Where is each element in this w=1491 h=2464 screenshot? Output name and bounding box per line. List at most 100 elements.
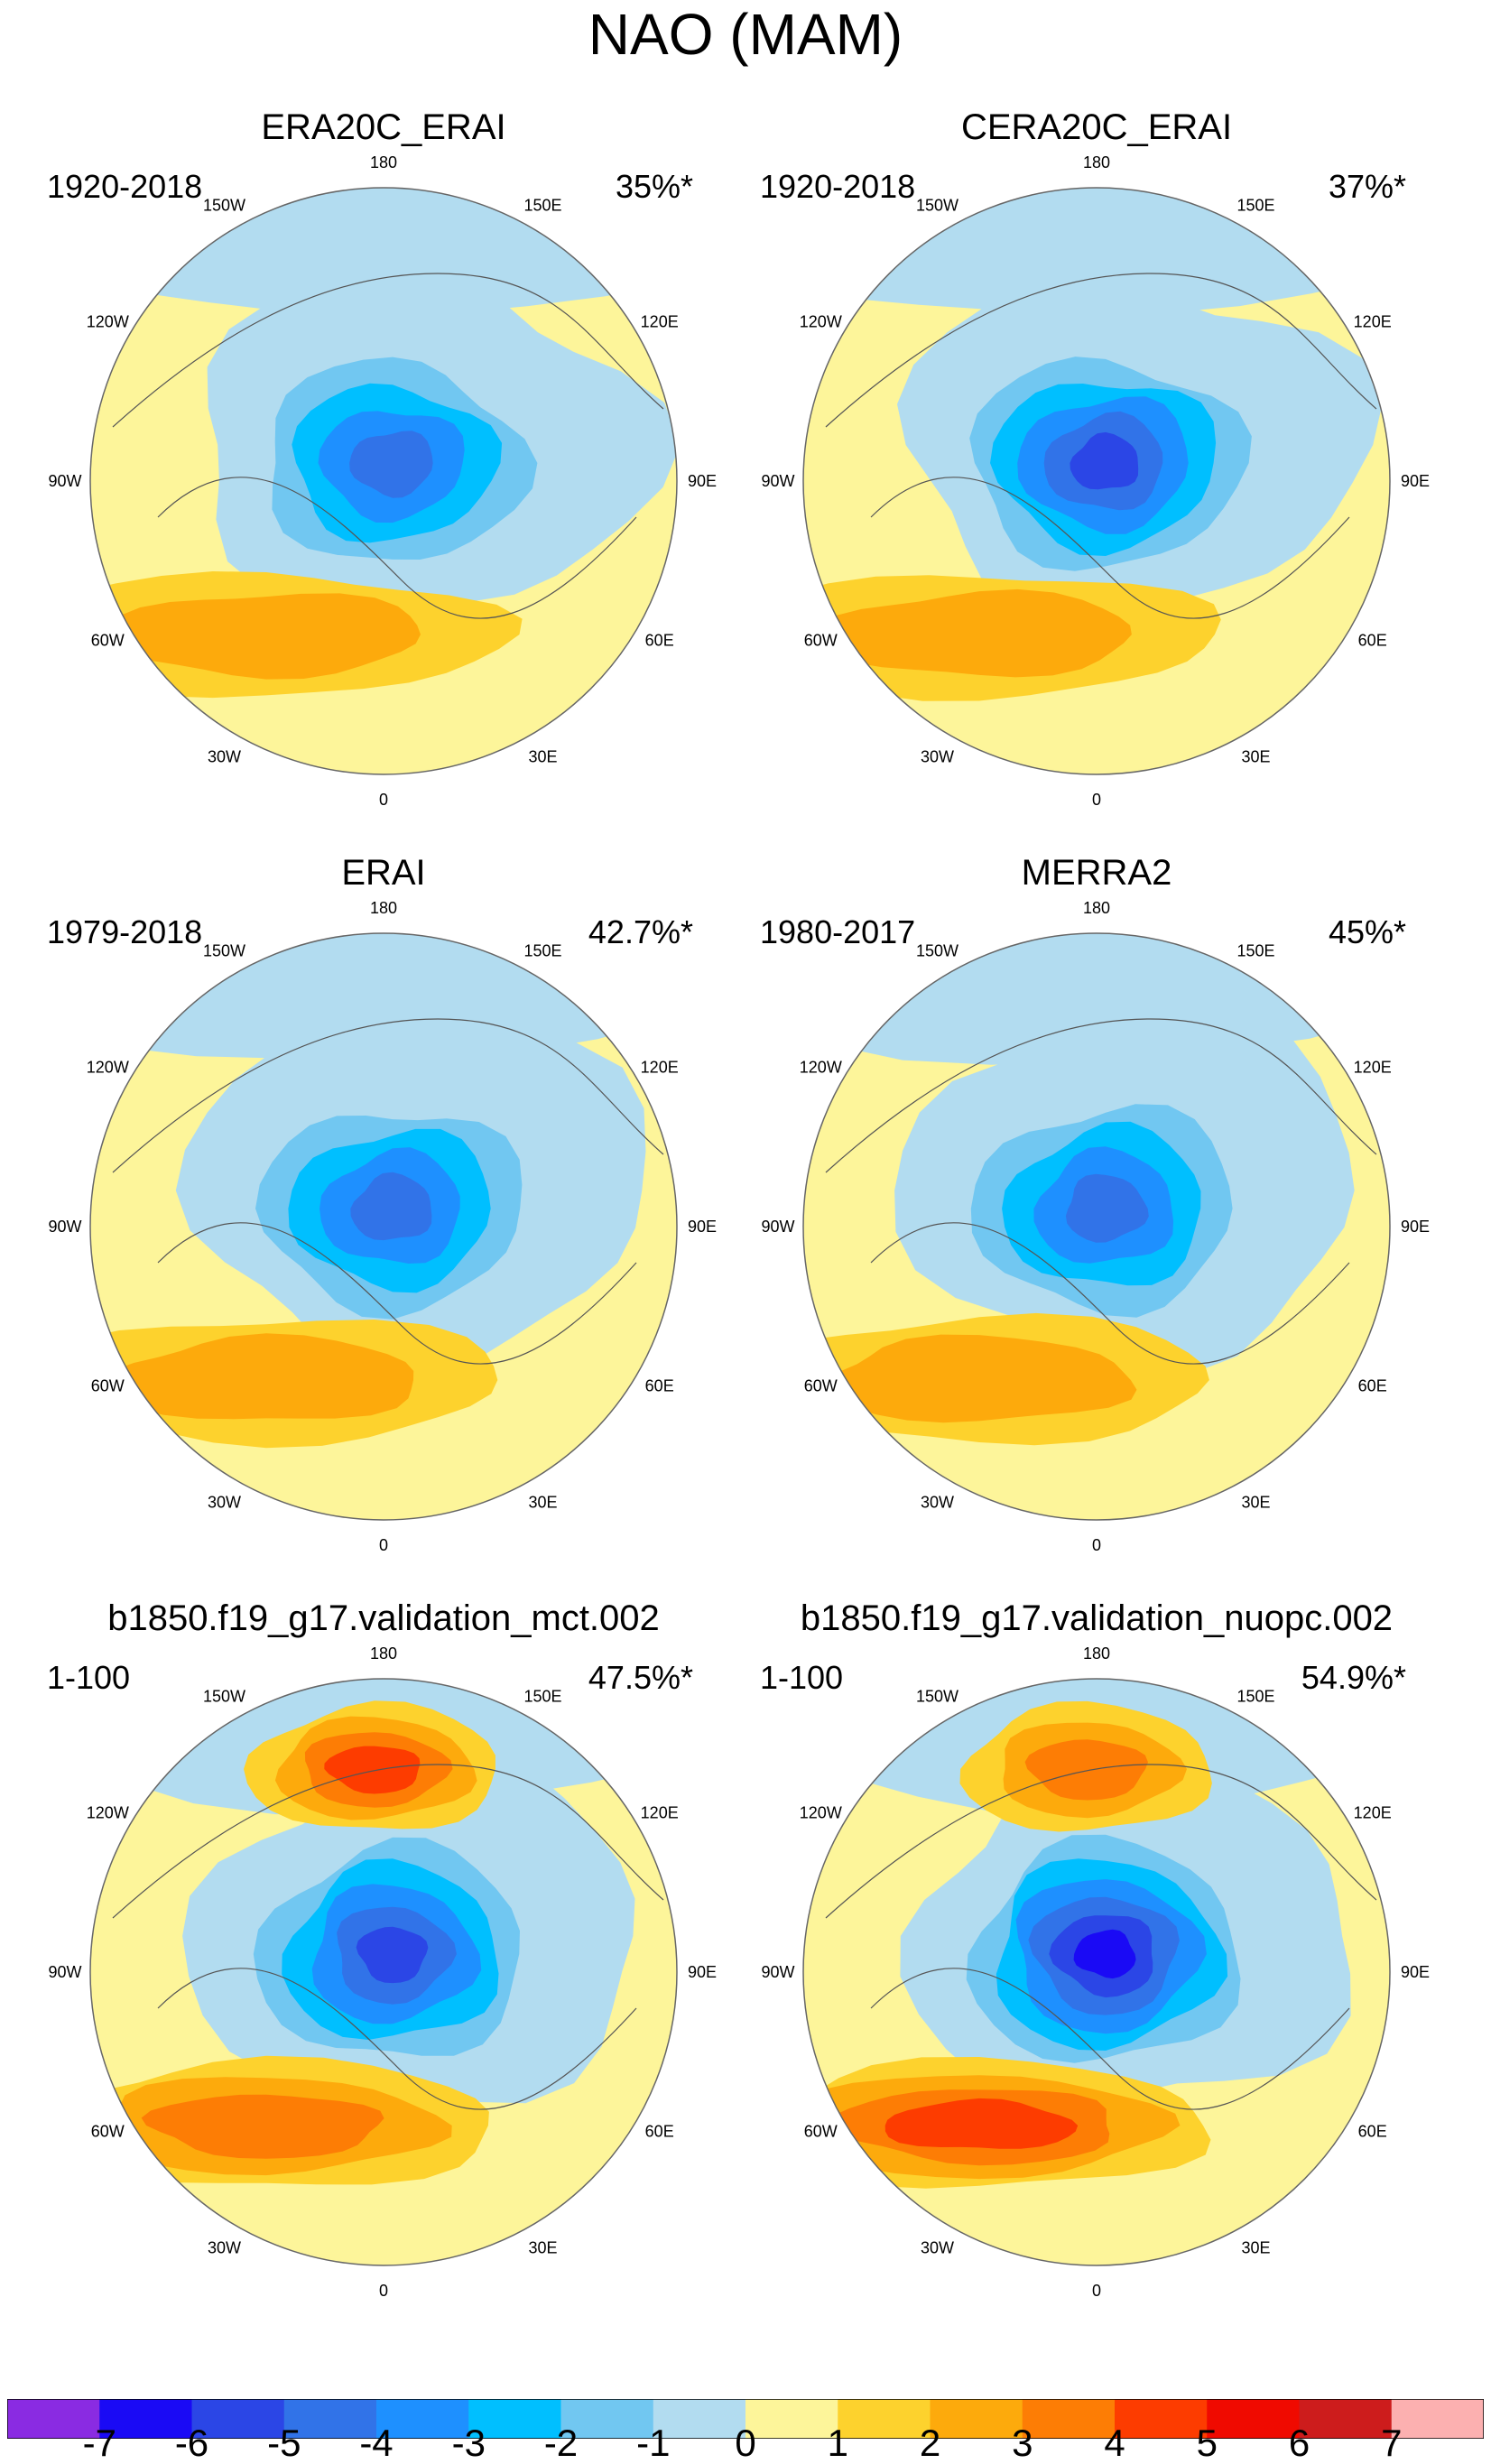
colorbar-tick-label: -6 bbox=[174, 2422, 209, 2464]
positive-contour bbox=[141, 2094, 384, 2159]
longitude-label: 90E bbox=[688, 1218, 717, 1236]
explained-variance: 45%* bbox=[1328, 913, 1406, 950]
colorbar-labels: -7 -6 -5 -4 -3 -2 -1 0 1 2 3 4 5 6 7 bbox=[7, 2424, 1484, 2462]
longitude-label: 120E bbox=[1354, 1059, 1392, 1077]
longitude-label: 30W bbox=[921, 1494, 954, 1512]
explained-variance: 42.7%* bbox=[588, 913, 693, 950]
longitude-label: 60E bbox=[645, 2123, 674, 2141]
longitude-label: 150W bbox=[916, 941, 958, 959]
colorbar-tick-label: 3 bbox=[1012, 2422, 1033, 2464]
negative-contour bbox=[356, 1926, 429, 1984]
coastline bbox=[870, 1222, 1350, 1365]
map-panel: ERAI 1979-2018 42.7%* 180 150E 120E 90E 60E 3… bbox=[27, 852, 740, 1592]
panel-period: 1979-2018 bbox=[47, 913, 203, 950]
coastline bbox=[157, 1222, 637, 1365]
longitude-label: 90W bbox=[48, 472, 81, 490]
colorbar-tick-label: -5 bbox=[267, 2422, 301, 2464]
longitude-label: 0 bbox=[379, 791, 388, 809]
colorbar-swatch bbox=[838, 2399, 931, 2439]
longitude-label: 180 bbox=[1083, 153, 1110, 171]
longitude-label: 60W bbox=[804, 2123, 838, 2141]
coastline bbox=[825, 1018, 1377, 1173]
explained-variance: 37%* bbox=[1328, 168, 1406, 205]
longitude-label: 90E bbox=[1401, 1963, 1430, 1981]
negative-contour bbox=[1070, 431, 1139, 490]
positive-contour bbox=[884, 2098, 1079, 2149]
negative-region-pacific bbox=[90, 933, 677, 1059]
longitude-label: 90W bbox=[48, 1963, 81, 1981]
map-boundary bbox=[802, 187, 1391, 775]
colorbar-tick-label: 6 bbox=[1288, 2422, 1310, 2464]
positive-contour bbox=[820, 1334, 1137, 1423]
colorbar-tick-label: -4 bbox=[359, 2422, 394, 2464]
longitude-label: 120E bbox=[641, 1059, 679, 1077]
panel-title: b1850.f19_g17.validation_nuopc.002 bbox=[800, 1598, 1394, 1638]
longitude-label: 60W bbox=[91, 1377, 125, 1395]
map-boundary bbox=[89, 1678, 678, 2266]
longitude-label: 60E bbox=[1358, 632, 1387, 650]
longitude-label: 120E bbox=[641, 1804, 679, 1822]
positive-contour bbox=[103, 1333, 414, 1420]
map-panel: CERA20C_ERAI 1920-2018 37%* 180 150E 120E 9… bbox=[740, 107, 1453, 847]
map-panel: MERRA2 1980-2017 45%* 180 150E 120E 90E 60E 3… bbox=[740, 852, 1453, 1592]
colorbar-tick-label: -2 bbox=[543, 2422, 579, 2464]
coastline bbox=[157, 477, 637, 619]
colorbar-tick-label: 0 bbox=[735, 2422, 756, 2464]
coastline bbox=[112, 1018, 664, 1173]
panel-period: 1920-2018 bbox=[760, 168, 916, 205]
longitude-label: 30W bbox=[921, 748, 954, 766]
longitude-label: 150E bbox=[523, 941, 561, 959]
longitude-label: 180 bbox=[1083, 899, 1110, 917]
map-boundary bbox=[89, 187, 678, 775]
colorbar-swatch bbox=[653, 2399, 746, 2439]
polar-map: 180 150E 120E 90E 60E 30E 0 30W 60W 90W 120W 150W bbox=[761, 153, 1430, 809]
panel-period: 1-100 bbox=[760, 1659, 844, 1696]
longitude-label: 150E bbox=[1236, 941, 1274, 959]
longitude-label: 60E bbox=[645, 1377, 674, 1395]
panel-title: ERAI bbox=[341, 853, 426, 893]
panel-title: b1850.f19_g17.validation_mct.002 bbox=[107, 1598, 660, 1638]
negative-contour bbox=[349, 431, 433, 498]
longitude-label: 180 bbox=[1083, 1644, 1110, 1663]
map-panel: ERA20C_ERAI 1920-2018 35%* 180 150E 120E 90… bbox=[27, 107, 740, 847]
positive-contour bbox=[324, 1746, 421, 1794]
longitude-label: 150W bbox=[916, 1687, 958, 1705]
positive-contour bbox=[1024, 1739, 1148, 1801]
longitude-label: 120E bbox=[1354, 313, 1392, 331]
colorbar-tick-label: 1 bbox=[827, 2422, 848, 2464]
colorbar-swatch bbox=[468, 2399, 561, 2439]
longitude-label: 0 bbox=[379, 2282, 388, 2300]
panel-period: 1980-2017 bbox=[760, 913, 916, 950]
map-boundary bbox=[802, 932, 1391, 1521]
positive-contour bbox=[101, 593, 421, 680]
longitude-label: 120W bbox=[87, 1804, 129, 1822]
longitude-label: 30E bbox=[528, 2239, 557, 2257]
longitude-label: 90E bbox=[688, 472, 717, 490]
colorbar-swatch bbox=[930, 2399, 1023, 2439]
colorbar-swatch bbox=[283, 2399, 377, 2439]
polar-map: 180 150E 120E 90E 60E 30E 0 30W 60W 90W 120W 150W bbox=[48, 153, 717, 809]
longitude-label: 30W bbox=[208, 2239, 241, 2257]
polar-map: 180 150E 120E 90E 60E 30E 0 30W 60W 90W 120W 150W bbox=[761, 899, 1430, 1554]
longitude-label: 60W bbox=[804, 632, 838, 650]
negative-region-pacific bbox=[803, 933, 1390, 1065]
longitude-label: 150W bbox=[916, 196, 958, 214]
longitude-label: 150E bbox=[523, 196, 561, 214]
explained-variance: 54.9%* bbox=[1301, 1659, 1406, 1696]
longitude-label: 150W bbox=[203, 196, 245, 214]
coastline bbox=[825, 1764, 1377, 1919]
panel-period: 1-100 bbox=[47, 1659, 131, 1696]
explained-variance: 35%* bbox=[615, 168, 693, 205]
coastline bbox=[112, 273, 664, 428]
longitude-label: 150W bbox=[203, 1687, 245, 1705]
colorbar-tick-label: 5 bbox=[1196, 2422, 1218, 2464]
panel-title: CERA20C_ERAI bbox=[960, 107, 1233, 147]
map-boundary bbox=[89, 932, 678, 1521]
longitude-label: 180 bbox=[370, 1644, 397, 1663]
colorbar-swatch bbox=[7, 2399, 100, 2439]
colorbar-swatch bbox=[746, 2399, 838, 2439]
explained-variance: 47.5%* bbox=[588, 1659, 693, 1696]
longitude-label: 150E bbox=[523, 1687, 561, 1705]
longitude-label: 0 bbox=[1092, 1536, 1101, 1554]
colorbar-swatch bbox=[560, 2399, 654, 2439]
